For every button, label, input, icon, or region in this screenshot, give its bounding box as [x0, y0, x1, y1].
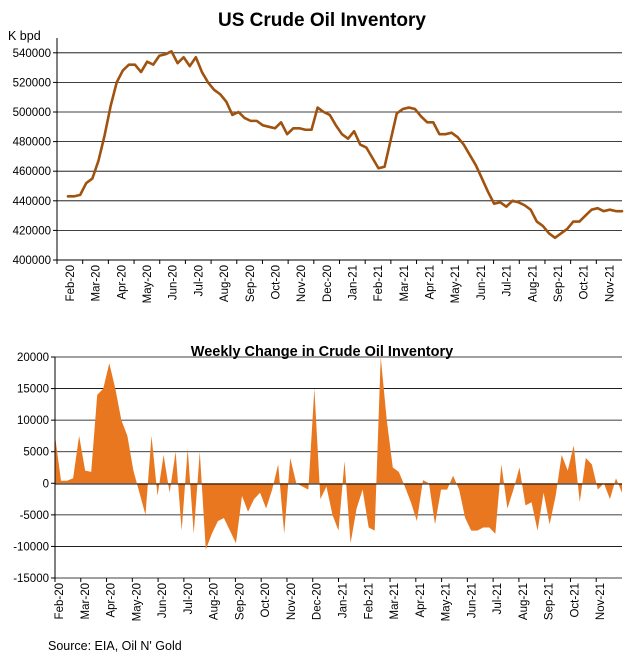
weekly-change-chart: Weekly Change in Crude Oil Inventory -15…: [13, 344, 622, 621]
inventory-chart: US Crude Oil Inventory K bpd 400000 42000…: [8, 10, 624, 303]
inventory-x-tick-label: Oct-20: [270, 265, 282, 300]
inventory-y-tick-label: 440000: [13, 196, 51, 208]
weekly-change-x-tick-label: Sep-20: [234, 583, 246, 620]
inventory-x-tick-label: May-21: [450, 265, 462, 303]
inventory-x-tick-label: Oct-21: [579, 265, 591, 300]
weekly-change-x-tick-label: Sep-21: [544, 583, 556, 620]
source-note: Source: EIA, Oil N' Gold: [48, 639, 182, 653]
weekly-change-x-tick-label: Feb-21: [363, 583, 375, 619]
weekly-change-x-tick-label: Oct-20: [260, 583, 272, 618]
inventory-x-tick-label: Jun-20: [168, 265, 180, 300]
inventory-x-tick-label: Jun-21: [476, 265, 488, 300]
inventory-x-tick-label: Jul-21: [502, 265, 514, 296]
weekly-change-gridlines: [55, 356, 622, 579]
weekly-change-series-area: [55, 357, 622, 550]
inventory-x-tick-label: May-20: [142, 265, 154, 303]
inventory-x-tick-label: Jul-20: [193, 265, 205, 296]
inventory-y-tick-label: 480000: [13, 137, 51, 149]
weekly-change-x-tick-label: Dec-20: [312, 583, 324, 620]
weekly-change-x-tick-label: May-21: [441, 583, 453, 621]
weekly-change-x-tick-label: Feb-20: [54, 583, 66, 619]
weekly-change-x-tick-label: Mar-20: [80, 583, 92, 619]
inventory-y-tick-label: 420000: [13, 225, 51, 237]
inventory-y-unit-label: K bpd: [8, 29, 41, 43]
inventory-y-ticks: 400000 420000 440000 460000 480000 500000 5200…: [13, 48, 57, 267]
inventory-x-tick-label: Jan-21: [348, 265, 360, 300]
weekly-change-y-tick-label: -15000: [13, 573, 49, 585]
inventory-y-tick-label: 540000: [13, 48, 51, 60]
inventory-x-tick-label: Nov-20: [296, 265, 308, 302]
inventory-y-tick-label: 500000: [13, 107, 51, 119]
inventory-x-tick-label: Dec-20: [322, 265, 334, 302]
inventory-x-tick-label: Feb-20: [65, 265, 77, 301]
inventory-x-tick-label: Sep-20: [245, 265, 257, 302]
weekly-change-x-tick-label: Jul-21: [492, 583, 504, 614]
weekly-change-x-tick-label: Apr-20: [106, 583, 118, 618]
inventory-x-tick-label: Sep-21: [553, 265, 565, 302]
weekly-change-y-tick-label: -10000: [13, 541, 49, 553]
inventory-x-tick-label: Feb-21: [373, 265, 385, 301]
weekly-change-y-tick-label: -5000: [20, 510, 49, 522]
inventory-x-tick-label: Mar-20: [91, 265, 103, 301]
inventory-x-tick-label: Apr-20: [116, 265, 128, 300]
inventory-y-tick-label: 520000: [13, 77, 51, 89]
weekly-change-y-tick-label: 10000: [17, 415, 49, 427]
weekly-change-x-tick-label: Nov-20: [286, 583, 298, 620]
weekly-change-x-tick-label: Apr-21: [415, 583, 427, 618]
inventory-x-tick-label: Nov-21: [604, 265, 616, 302]
weekly-change-x-tick-label: Jul-20: [183, 583, 195, 614]
inventory-chart-title: US Crude Oil Inventory: [218, 10, 426, 31]
inventory-x-tick-label: Aug-20: [219, 265, 231, 302]
weekly-change-y-tick-label: 15000: [17, 384, 49, 396]
weekly-change-x-tick-label: Jun-20: [157, 583, 169, 618]
weekly-change-y-ticks: -15000 -10000 -5000 0 5000 10000 15000 20000: [13, 352, 55, 585]
weekly-change-y-tick-label: 20000: [17, 352, 49, 364]
weekly-change-chart-title: Weekly Change in Crude Oil Inventory: [191, 344, 453, 360]
weekly-change-x-tick-label: Aug-20: [209, 583, 221, 620]
inventory-y-tick-label: 460000: [13, 166, 51, 178]
weekly-change-x-tick-label: Oct-21: [569, 583, 581, 618]
weekly-change-x-tick-label: Nov-21: [595, 583, 607, 620]
inventory-x-ticks: Feb-20 Mar-20 Apr-20 May-20 Jun-20 Jul-20 Aug-…: [56, 260, 616, 303]
weekly-change-x-tick-label: Aug-21: [518, 583, 530, 620]
weekly-change-y-tick-label: 0: [43, 478, 49, 490]
inventory-x-tick-label: Aug-21: [527, 265, 539, 302]
weekly-change-y-tick-label: 5000: [23, 447, 49, 459]
inventory-series-line: [66, 50, 624, 240]
weekly-change-x-ticks: Feb-20 Mar-20 Apr-20 May-20 Jun-20 Jul-20 Aug-…: [54, 578, 607, 621]
weekly-change-x-tick-label: May-20: [131, 583, 143, 621]
inventory-x-tick-label: Mar-21: [399, 265, 411, 301]
inventory-x-tick-label: Apr-21: [425, 265, 437, 300]
weekly-change-x-tick-label: Jun-21: [466, 583, 478, 618]
weekly-change-x-tick-label: Jan-21: [338, 583, 350, 618]
inventory-gridlines: [57, 52, 622, 231]
weekly-change-x-tick-label: Mar-21: [389, 583, 401, 619]
inventory-y-tick-label: 400000: [13, 255, 51, 267]
